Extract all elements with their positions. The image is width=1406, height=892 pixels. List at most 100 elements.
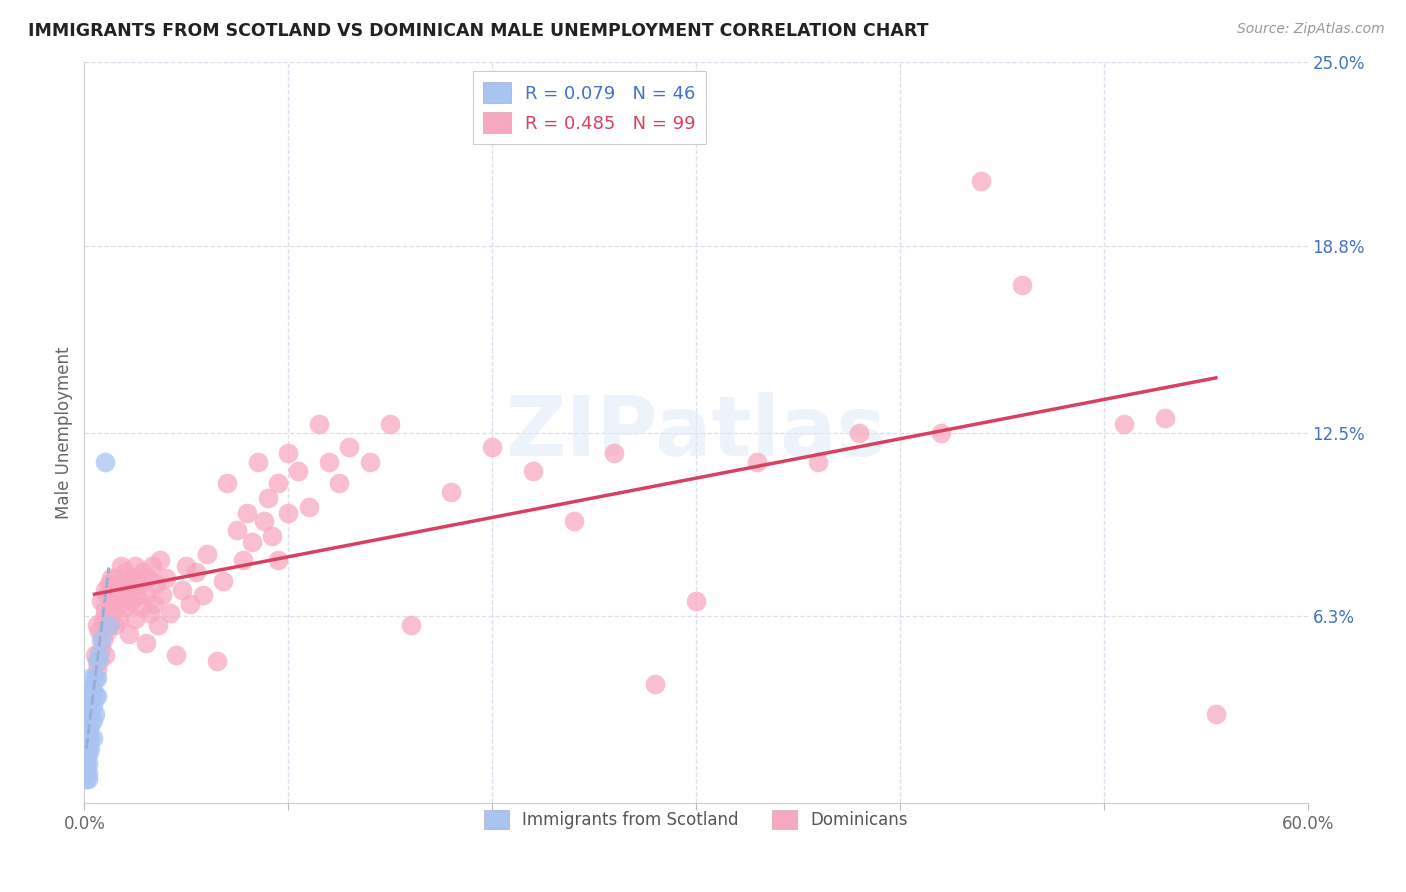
Point — [75, 760, 97, 774]
Point — [1114, 417, 1136, 431]
Point — [124, 558, 146, 573]
Text: IMMIGRANTS FROM SCOTLAND VS DOMINICAN MALE UNEMPLOYMENT CORRELATION CHART: IMMIGRANTS FROM SCOTLAND VS DOMINICAN MA… — [28, 22, 928, 40]
Point — [86, 689, 108, 703]
Point — [83, 706, 105, 721]
Point — [86, 654, 108, 668]
Point — [83, 689, 105, 703]
Point — [79, 731, 101, 745]
Point — [141, 558, 163, 573]
Point — [131, 600, 153, 615]
Point — [83, 648, 105, 662]
Point — [118, 627, 141, 641]
Point — [100, 571, 122, 585]
Point — [277, 506, 299, 520]
Point — [101, 594, 124, 608]
Point — [807, 455, 830, 469]
Point — [82, 713, 104, 727]
Point — [97, 618, 120, 632]
Point — [929, 425, 952, 440]
Point — [644, 677, 666, 691]
Point — [232, 553, 254, 567]
Point — [205, 654, 228, 668]
Point — [79, 719, 101, 733]
Point — [77, 757, 100, 772]
Point — [277, 446, 299, 460]
Point — [77, 710, 100, 724]
Point — [298, 500, 321, 514]
Point — [120, 594, 142, 608]
Point — [562, 515, 585, 529]
Point — [75, 706, 97, 721]
Point — [127, 589, 149, 603]
Point — [77, 728, 100, 742]
Point — [240, 535, 263, 549]
Point — [90, 632, 112, 647]
Point — [149, 553, 172, 567]
Point — [226, 524, 249, 538]
Point — [86, 618, 108, 632]
Point — [522, 464, 544, 478]
Point — [135, 589, 157, 603]
Point — [1205, 706, 1227, 721]
Point — [179, 598, 201, 612]
Point — [75, 713, 97, 727]
Point — [1154, 410, 1177, 425]
Point — [380, 417, 402, 431]
Point — [93, 648, 115, 662]
Point — [86, 672, 108, 686]
Point — [77, 692, 100, 706]
Text: ZIPatlas: ZIPatlas — [506, 392, 886, 473]
Point — [79, 742, 101, 756]
Point — [77, 701, 100, 715]
Point — [339, 441, 361, 455]
Point — [75, 772, 97, 786]
Point — [77, 772, 100, 786]
Point — [79, 706, 101, 721]
Point — [328, 475, 350, 490]
Point — [135, 636, 157, 650]
Point — [97, 576, 120, 591]
Point — [77, 719, 100, 733]
Point — [110, 558, 132, 573]
Point — [77, 683, 100, 698]
Point — [105, 589, 128, 603]
Point — [257, 491, 280, 505]
Point — [75, 733, 97, 747]
Point — [93, 455, 115, 469]
Point — [75, 766, 97, 780]
Point — [77, 766, 100, 780]
Point — [246, 455, 269, 469]
Point — [96, 624, 118, 638]
Point — [82, 683, 104, 698]
Point — [155, 571, 177, 585]
Point — [87, 648, 110, 662]
Point — [191, 589, 214, 603]
Point — [124, 612, 146, 626]
Point — [110, 598, 132, 612]
Point — [91, 632, 114, 647]
Point — [481, 441, 503, 455]
Point — [128, 576, 150, 591]
Point — [86, 663, 108, 677]
Point — [108, 576, 131, 591]
Point — [104, 571, 127, 585]
Point — [267, 553, 290, 567]
Point — [318, 455, 340, 469]
Point — [685, 594, 707, 608]
Point — [174, 558, 197, 573]
Point — [75, 728, 97, 742]
Point — [195, 547, 218, 561]
Point — [77, 742, 100, 756]
Y-axis label: Male Unemployment: Male Unemployment — [55, 346, 73, 519]
Point — [115, 589, 138, 603]
Point — [399, 618, 422, 632]
Point — [186, 565, 208, 579]
Point — [287, 464, 309, 478]
Point — [260, 529, 283, 543]
Point — [79, 672, 101, 686]
Point — [75, 701, 97, 715]
Point — [100, 607, 122, 621]
Point — [359, 455, 381, 469]
Point — [603, 446, 626, 460]
Point — [104, 618, 127, 632]
